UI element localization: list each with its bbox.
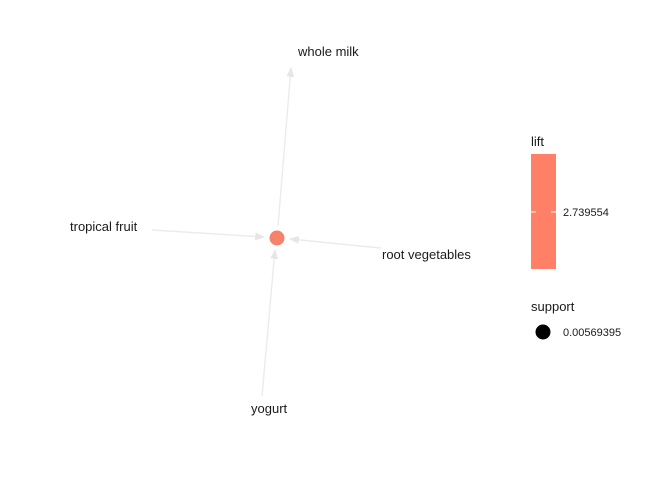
item-label-root-vegetables: root vegetables [382, 247, 471, 262]
item-label-tropical-fruit: tropical fruit [70, 219, 138, 234]
edge-yogurt-to-rule [261, 249, 279, 397]
rule-node [269, 230, 285, 246]
item-label-whole-milk: whole milk [297, 44, 359, 59]
support-legend: support 0.00569395 [531, 299, 621, 340]
edge-tropical-fruit-to-rule [151, 229, 265, 241]
support-legend-dot [535, 324, 551, 340]
support-legend-value: 0.00569395 [563, 327, 621, 339]
edges [151, 67, 382, 397]
item-label-yogurt: yogurt [251, 401, 288, 416]
edge-rule-to-whole-milk [277, 67, 295, 227]
edge-root-vegetables-to-rule [289, 235, 382, 249]
lift-legend-value: 2.739554 [563, 207, 609, 219]
support-legend-title: support [531, 299, 575, 314]
lift-legend: lift 2.739554 [531, 134, 609, 269]
lift-legend-title: lift [531, 134, 544, 149]
